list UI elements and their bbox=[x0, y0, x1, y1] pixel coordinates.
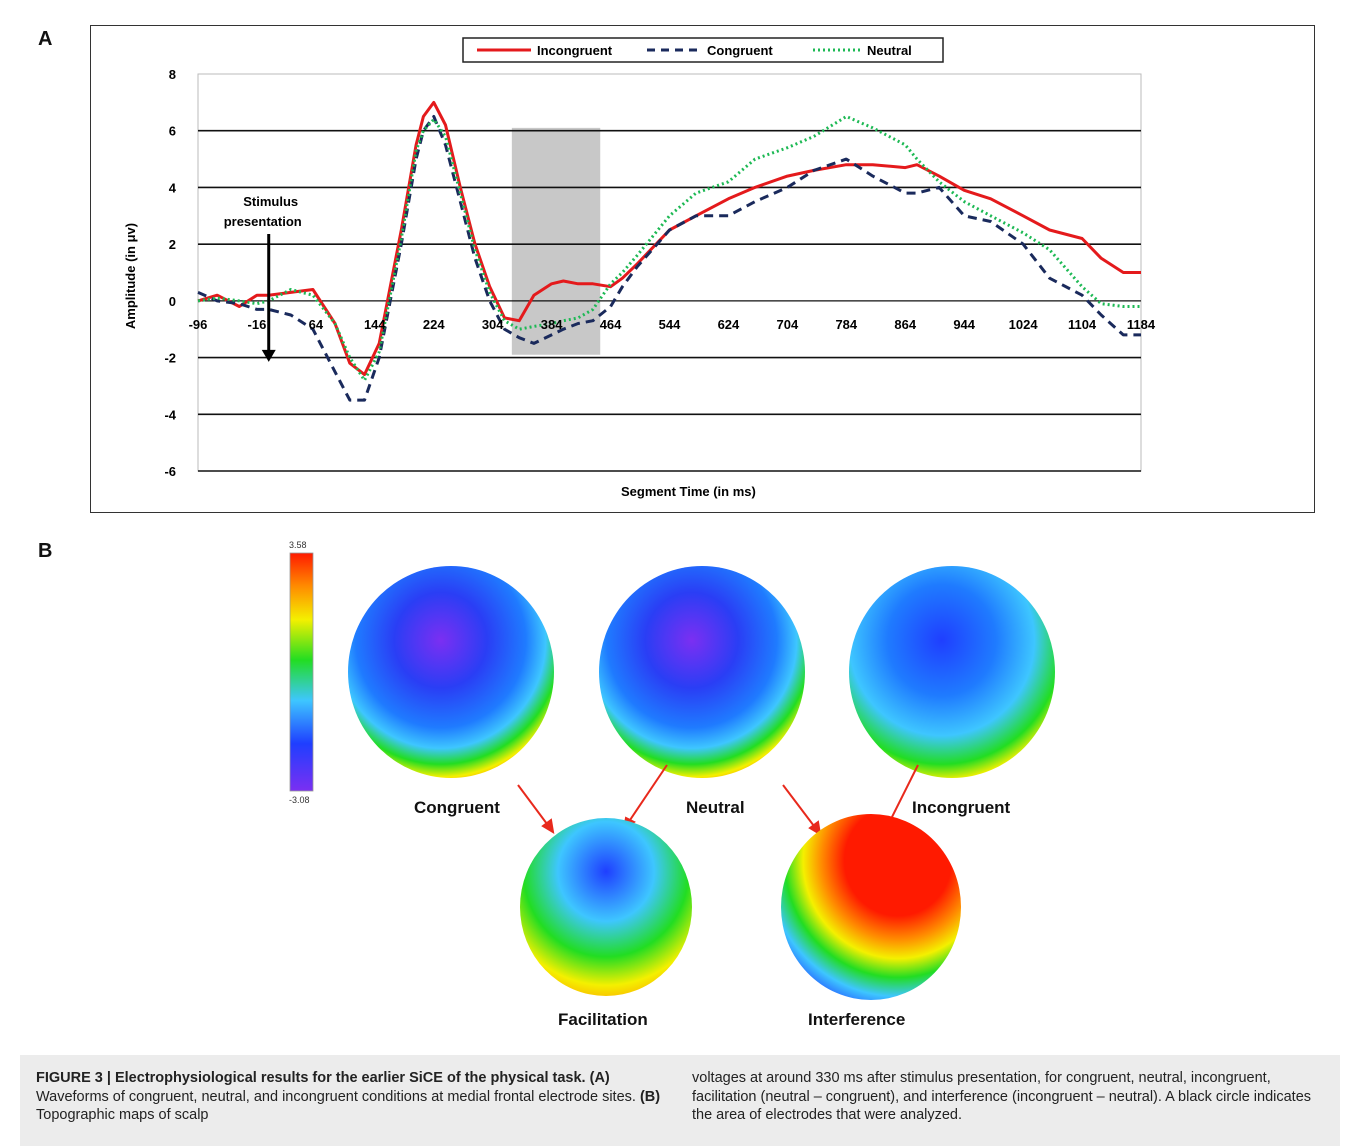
caption-title: FIGURE 3 | Electrophysiological results … bbox=[36, 1070, 586, 1086]
legend-label-incongruent: Incongruent bbox=[537, 43, 613, 58]
topomap-congruent bbox=[348, 566, 554, 778]
x-tick-label: -96 bbox=[189, 317, 208, 332]
y-tick-label: 0 bbox=[169, 294, 176, 309]
x-tick-label: 544 bbox=[659, 317, 681, 332]
erp-chart-frame: 8 6 4 2 0 -2 -4 -6 -96 -16 64 144 224 304 384 464 544 62… bbox=[90, 25, 1315, 513]
caption-b-label: (B) bbox=[639, 1088, 661, 1105]
panel-b-label: B bbox=[38, 540, 53, 562]
x-tick-label: 224 bbox=[423, 317, 445, 332]
y-tick-label: 4 bbox=[169, 180, 177, 195]
y-tick-label: 2 bbox=[169, 237, 176, 252]
x-tick-label: 704 bbox=[777, 317, 799, 332]
x-tick-label: 944 bbox=[953, 317, 975, 332]
x-tick-label: 1104 bbox=[1068, 317, 1097, 332]
x-tick-label: 784 bbox=[835, 317, 857, 332]
label-interference: Interference bbox=[808, 1010, 906, 1029]
legend-label-neutral: Neutral bbox=[867, 43, 912, 58]
y-tick-label: -6 bbox=[164, 464, 176, 479]
y-tick-label: -4 bbox=[164, 407, 176, 422]
topomap-neutral bbox=[599, 566, 805, 778]
series-line-neutral bbox=[197, 115, 1141, 382]
x-tick-label: -16 bbox=[248, 317, 267, 332]
x-tick-label: 304 bbox=[482, 317, 504, 332]
y-axis-title: Amplitude (in μv) bbox=[123, 223, 138, 329]
annotation-line1: Stimulus bbox=[243, 194, 298, 209]
caption-right-column: voltages at around 330 ms after stimulus… bbox=[692, 1069, 1332, 1125]
topomap-incongruent bbox=[849, 566, 1055, 778]
stimulus-arrow-head bbox=[261, 349, 276, 362]
x-tick-label: 1184 bbox=[1127, 317, 1156, 332]
label-facilitation: Facilitation bbox=[558, 1010, 648, 1029]
caption-b-text: Topographic maps of scalp bbox=[36, 1107, 209, 1123]
x-tick-label: 64 bbox=[309, 317, 324, 332]
topomap-figure: 3.58 -3.08 bbox=[289, 540, 1055, 1000]
plot-area bbox=[197, 73, 1142, 472]
x-tick-label: 864 bbox=[894, 317, 916, 332]
label-neutral: Neutral bbox=[686, 798, 745, 817]
topomap-interference bbox=[781, 814, 961, 1000]
caption-continuation: voltages at around 330 ms after stimulus… bbox=[692, 1070, 1312, 1123]
x-tick-label: 144 bbox=[364, 317, 386, 332]
y-tick-label: 6 bbox=[169, 124, 176, 139]
caption-a-text: Waveforms of congruent, neutral, and inc… bbox=[36, 1088, 636, 1105]
x-tick-label: 384 bbox=[541, 317, 563, 332]
x-tick-label: 624 bbox=[718, 317, 740, 332]
analysis-window-highlight bbox=[511, 127, 601, 355]
caption-left-column: FIGURE 3 | Electrophysiological results … bbox=[36, 1069, 661, 1125]
x-axis-title: Segment Time (in ms) bbox=[621, 484, 756, 499]
y-tick-label: 8 bbox=[169, 67, 176, 82]
chart-legend: Incongruent Congruent Neutral bbox=[462, 37, 944, 63]
figure-caption: FIGURE 3 | Electrophysiological results … bbox=[20, 1055, 1340, 1146]
panel-a-label: A bbox=[38, 28, 53, 50]
y-tick-label: -2 bbox=[164, 351, 176, 366]
x-tick-label: 1024 bbox=[1009, 317, 1039, 332]
color-scale-bar bbox=[289, 552, 314, 792]
scale-min-label: -3.08 bbox=[289, 795, 310, 805]
scale-max-label: 3.58 bbox=[289, 540, 307, 550]
label-congruent: Congruent bbox=[414, 798, 500, 817]
series-line-congruent bbox=[197, 115, 1141, 402]
caption-a-label: (A) bbox=[589, 1070, 610, 1086]
label-incongruent: Incongruent bbox=[912, 798, 1011, 817]
annotation-line2: presentation bbox=[224, 214, 302, 229]
legend-label-congruent: Congruent bbox=[707, 43, 773, 58]
topomap-facilitation bbox=[520, 818, 692, 996]
topomap-panel: 3.58 -3.08 Congruent Neutral Incongruent… bbox=[0, 530, 1349, 1050]
color-scale: 3.58 -3.08 bbox=[289, 540, 314, 805]
series-line-incongruent bbox=[197, 100, 1141, 377]
x-tick-label: 464 bbox=[600, 317, 622, 332]
